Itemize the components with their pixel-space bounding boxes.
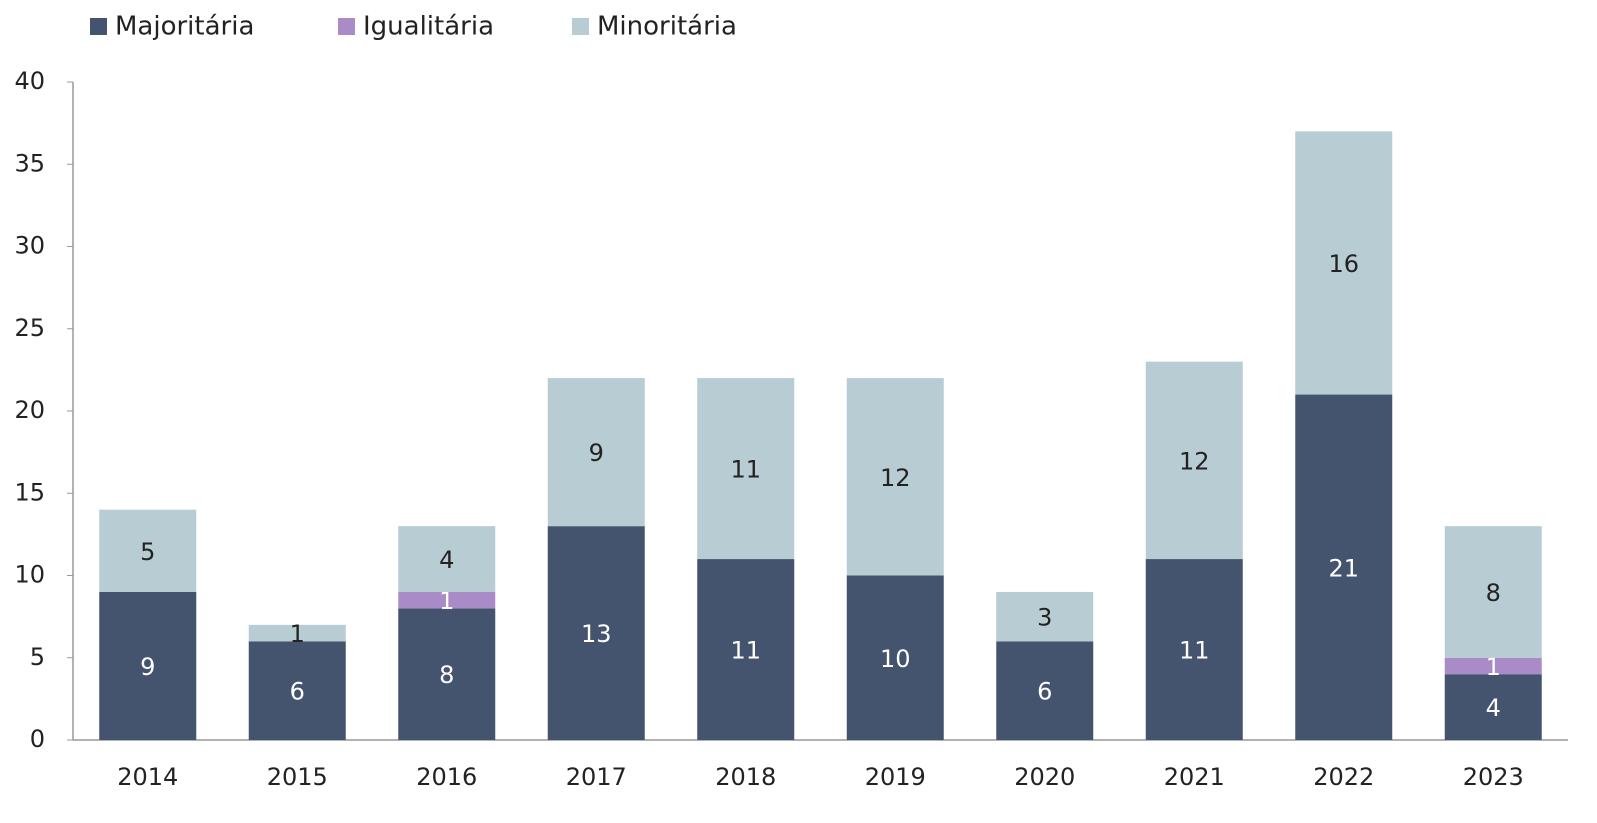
x-tick-label: 2018 (715, 763, 776, 791)
x-tick-label: 2014 (117, 763, 178, 791)
bar-segment (99, 591, 197, 740)
data-label: 11 (730, 637, 761, 665)
x-tick-label: 2021 (1164, 763, 1225, 791)
y-tick-label: 20 (14, 396, 45, 424)
x-tick-label: 2020 (1014, 763, 1075, 791)
data-label: 11 (1179, 637, 1210, 665)
data-label: 1 (1486, 653, 1501, 681)
data-label: 13 (581, 620, 612, 648)
bar-segment (846, 378, 944, 576)
data-label: 4 (439, 546, 454, 574)
data-label: 6 (290, 678, 305, 706)
bar-segment (697, 378, 795, 560)
bar-segment (547, 378, 645, 527)
bar-segment (996, 641, 1094, 740)
x-tick-label: 2015 (267, 763, 328, 791)
y-tick-label: 30 (14, 232, 45, 260)
x-tick-label: 2019 (865, 763, 926, 791)
bar-segment (99, 509, 197, 592)
bar-segment (248, 624, 346, 642)
bar-segment (1444, 526, 1542, 658)
bar-segment (398, 526, 496, 592)
data-label: 6 (1037, 678, 1052, 706)
bar-segment (398, 608, 496, 740)
legend-swatch (338, 18, 355, 35)
bar-segment (1145, 361, 1243, 560)
data-label: 8 (1486, 579, 1501, 607)
legend-swatch (90, 18, 107, 35)
x-tick-label: 2017 (566, 763, 627, 791)
bar-segment (1444, 674, 1542, 740)
bar-segment (1295, 394, 1393, 740)
data-label: 4 (1486, 694, 1501, 722)
y-tick-label: 0 (30, 725, 45, 753)
data-label: 10 (880, 645, 911, 673)
data-label: 9 (140, 653, 155, 681)
x-tick-label: 2023 (1463, 763, 1524, 791)
bar-segment (248, 641, 346, 740)
y-tick-label: 40 (14, 67, 45, 95)
data-label: 5 (140, 538, 155, 566)
legend-label: Igualitária (363, 12, 494, 42)
data-label: 12 (880, 464, 911, 492)
data-label: 8 (439, 661, 454, 689)
y-tick-label: 35 (14, 149, 45, 177)
data-label: 1 (290, 620, 305, 648)
bar-segment (547, 526, 645, 740)
legend-label: Minoritária (597, 12, 737, 42)
data-label: 3 (1037, 604, 1052, 632)
data-label: 12 (1179, 447, 1210, 475)
x-tick-label: 2016 (416, 763, 477, 791)
legend-swatch (572, 18, 589, 35)
data-label: 11 (730, 456, 761, 484)
data-label: 9 (589, 439, 604, 467)
y-tick-label: 5 (30, 643, 45, 671)
bar-segment (697, 559, 795, 740)
legend-label: Majoritária (115, 12, 254, 42)
data-label: 21 (1328, 554, 1359, 582)
bar-segment (1444, 657, 1542, 675)
data-label: 1 (439, 587, 454, 615)
bar-segment (1295, 131, 1393, 395)
y-tick-label: 10 (14, 561, 45, 589)
bar-segment (846, 575, 944, 740)
bar-segment (996, 591, 1094, 642)
bar-segment (398, 591, 496, 609)
data-label: 16 (1328, 250, 1359, 278)
bar-segment (1145, 559, 1243, 740)
y-tick-label: 25 (14, 314, 45, 342)
y-tick-label: 15 (14, 478, 45, 506)
x-tick-label: 2022 (1313, 763, 1374, 791)
